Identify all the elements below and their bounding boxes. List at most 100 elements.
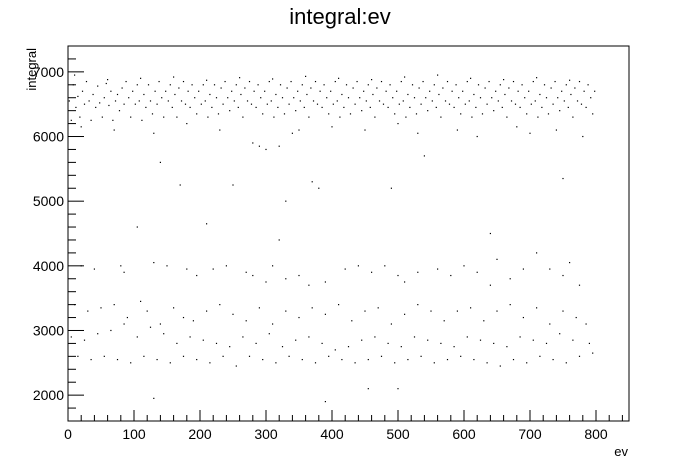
data-point [510, 100, 513, 102]
data-point [99, 102, 101, 104]
data-point [308, 284, 310, 286]
data-point [580, 103, 583, 105]
data-point [352, 87, 354, 89]
data-point [258, 145, 260, 147]
data-point [462, 90, 464, 92]
data-point [559, 110, 561, 112]
data-point [215, 342, 218, 345]
data-point [466, 336, 468, 338]
data-point [486, 362, 488, 364]
x-tick-label: 300 [254, 426, 278, 442]
data-point [497, 100, 499, 102]
data-point [245, 320, 247, 322]
data-point [107, 79, 109, 81]
x-tick-label: 200 [188, 426, 212, 442]
data-points [68, 74, 596, 403]
data-point [260, 97, 262, 99]
data-point [473, 93, 475, 96]
data-point [466, 80, 468, 83]
data-point [364, 310, 366, 312]
data-point [88, 100, 90, 102]
data-point [429, 90, 431, 92]
x-axis: 0 100 200 300 400 500 600 700 800 [64, 410, 623, 442]
data-point [578, 355, 581, 357]
data-point [392, 97, 394, 99]
data-point [536, 252, 538, 254]
data-point [167, 100, 169, 102]
data-point [191, 84, 193, 86]
data-point [149, 326, 152, 328]
data-point [397, 122, 399, 125]
data-point [433, 362, 435, 364]
plot-frame [67, 45, 630, 422]
x-tick-label: 800 [584, 426, 608, 442]
x-tick-label: 100 [122, 426, 146, 442]
data-point [165, 90, 167, 92]
data-point [506, 346, 508, 348]
data-point [240, 93, 242, 96]
data-point [268, 80, 270, 83]
data-point [541, 106, 543, 109]
data-point [534, 100, 536, 102]
data-point [569, 79, 571, 81]
data-point [130, 116, 132, 118]
data-point [138, 100, 140, 102]
data-point [367, 358, 369, 361]
data-point [477, 84, 480, 86]
data-point [347, 346, 350, 348]
data-point [270, 100, 272, 102]
data-point [186, 268, 188, 270]
data-point [522, 268, 524, 270]
data-point [450, 274, 452, 277]
data-point [182, 80, 185, 83]
data-point [456, 310, 458, 312]
data-point [344, 268, 346, 270]
data-point [587, 84, 589, 86]
data-point [275, 93, 277, 96]
data-point [420, 103, 422, 105]
y-tick-label: 7000 [33, 64, 64, 80]
data-point [97, 333, 99, 335]
data-point [145, 106, 147, 109]
data-point [90, 358, 92, 361]
data-point [140, 77, 142, 79]
data-point [224, 80, 226, 83]
data-point [522, 316, 524, 319]
data-point [501, 106, 503, 109]
data-point [143, 355, 145, 357]
data-point [562, 274, 564, 277]
data-point [125, 80, 127, 83]
data-point [272, 265, 274, 267]
data-point [418, 87, 420, 89]
data-point [184, 103, 187, 105]
data-point [451, 90, 453, 92]
data-point [536, 77, 538, 79]
data-point [112, 119, 114, 121]
data-point [559, 333, 561, 335]
data-point [590, 97, 592, 99]
data-point [585, 106, 587, 109]
data-point [285, 310, 287, 312]
data-point [262, 358, 264, 361]
data-point [499, 365, 501, 367]
data-point [387, 342, 389, 345]
data-point [244, 87, 246, 89]
data-point [509, 304, 511, 306]
data-point [343, 106, 345, 109]
data-point [413, 336, 416, 338]
data-point [166, 265, 168, 267]
data-point [385, 90, 387, 92]
data-point [206, 310, 208, 312]
data-point [146, 310, 148, 312]
data-point [153, 397, 155, 399]
data-point [409, 106, 411, 109]
data-point [394, 362, 396, 364]
data-point [222, 355, 224, 357]
data-point [495, 90, 497, 92]
data-point [200, 103, 202, 105]
data-point [97, 85, 99, 87]
data-point [397, 274, 399, 277]
data-point [136, 226, 138, 228]
data-point [336, 100, 338, 102]
data-point [479, 97, 482, 99]
